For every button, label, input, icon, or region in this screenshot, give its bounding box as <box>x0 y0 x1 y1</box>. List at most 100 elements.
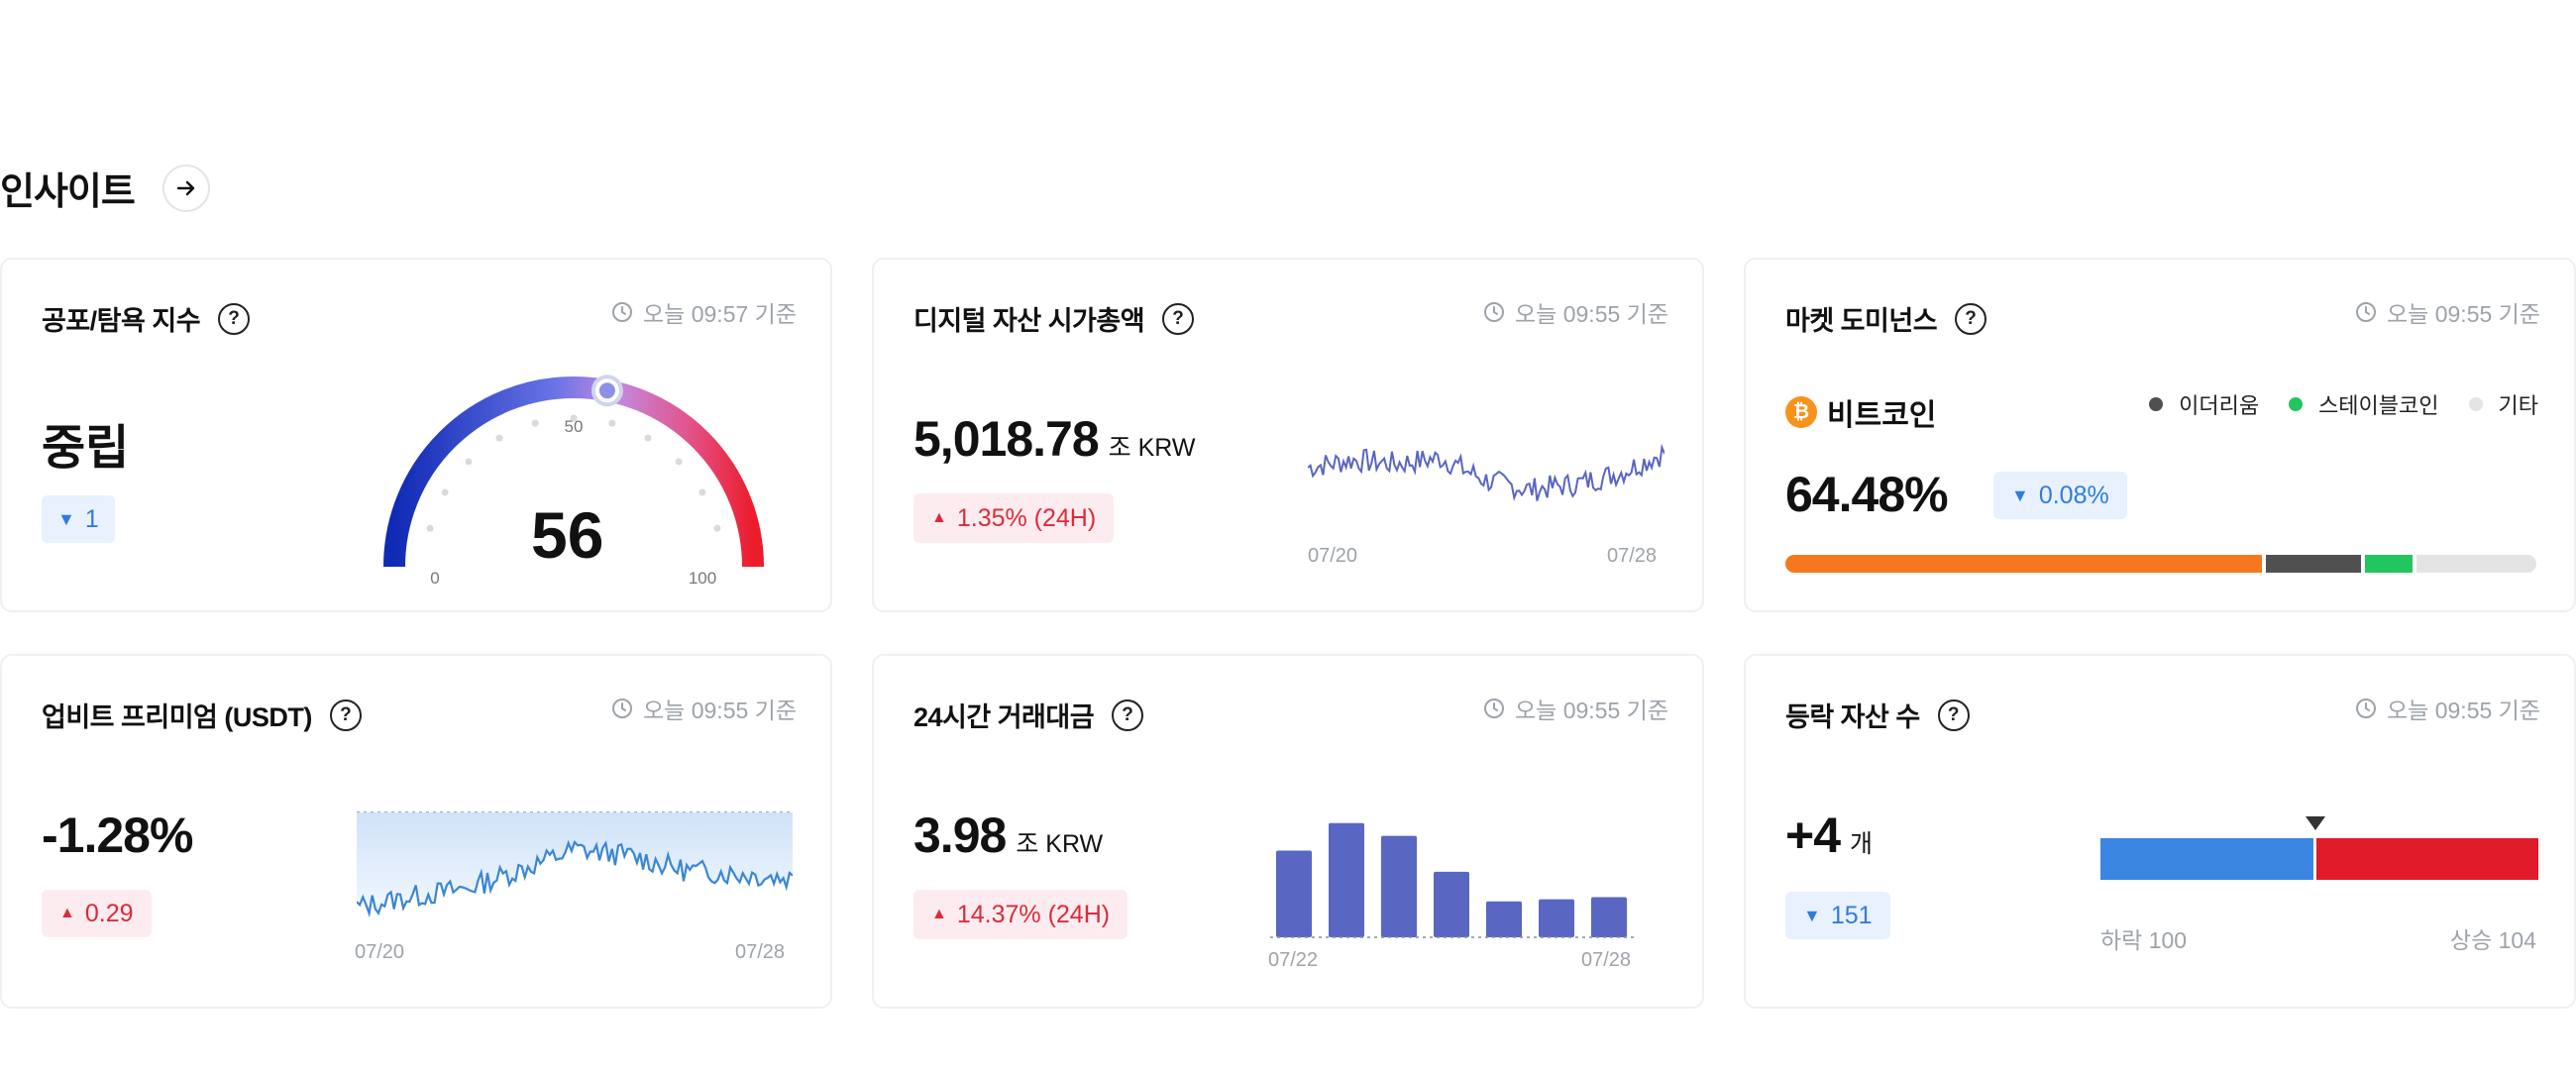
volume-card: 24시간 거래대금 ? 오늘 09:55 기준 3.98 조 KRW ▲ 14.… <box>872 654 1704 1009</box>
triangle-down-icon: ▼ <box>57 508 75 529</box>
volume-bar <box>1381 835 1417 937</box>
volume-bar <box>1434 871 1469 937</box>
gauge-tick-dot <box>495 434 503 442</box>
legend-dot-icon <box>2289 397 2304 411</box>
legend-dot-icon <box>2149 397 2164 411</box>
gauge-tick-dot <box>608 419 616 427</box>
dominance-segment-ethereum <box>2266 555 2362 573</box>
help-icon[interactable]: ? <box>1937 699 1970 731</box>
x-tick-start: 07/20 <box>355 941 405 963</box>
movers-up-segment <box>2316 838 2538 880</box>
updated-time: 오늘 09:55 기준 <box>2355 692 2540 725</box>
volume-bar <box>1591 897 1627 937</box>
card-title: 24시간 거래대금 <box>913 702 1095 732</box>
volume-bar <box>1539 899 1574 937</box>
help-icon[interactable]: ? <box>329 699 362 731</box>
updated-text: 오늘 09:57 기준 <box>643 301 797 327</box>
market-cap-chart <box>1308 443 1664 502</box>
x-tick-end: 07/28 <box>1607 545 1658 567</box>
gauge-label-max: 100 <box>689 569 716 588</box>
updated-text: 오늘 09:55 기준 <box>643 698 797 723</box>
market-cap-line <box>1308 443 1664 502</box>
legend-label: 스테이블코인 <box>2318 393 2439 418</box>
movers-unit: 개 <box>1850 830 1874 858</box>
premium-card: 업비트 프리미엄 (USDT) ? 오늘 09:55 기준 -1.28% ▲ 0… <box>0 654 832 1009</box>
legend-item: 이더리움 <box>2149 388 2259 420</box>
fear-greed-value: 56 <box>531 498 604 572</box>
triangle-up-icon: ▲ <box>931 509 947 526</box>
change-badge: ▲ 0.29 <box>42 890 152 937</box>
dominance-card: 마켓 도미넌스 ? 오늘 09:55 기준 ₿ 비트코인 이더리움 스테이블코인 기… <box>1744 258 2576 612</box>
gauge-label-min: 0 <box>430 569 439 588</box>
help-icon[interactable]: ? <box>1112 699 1144 731</box>
help-icon[interactable]: ? <box>1955 302 1987 335</box>
premium-value: -1.28% <box>42 807 193 863</box>
updated-time: 오늘 09:57 기준 <box>611 295 797 329</box>
clock-icon <box>2356 302 2377 322</box>
legend-label: 기타 <box>2498 393 2538 418</box>
change-value: 0.29 <box>84 899 134 927</box>
gauge-tick-dot <box>644 434 652 442</box>
volume-bar <box>1276 850 1312 937</box>
up-count-label: 상승 104 <box>2449 927 2536 953</box>
movers-card: 등락 자산 수 ? 오늘 09:55 기준 +4 개 ▼ 151 하락 100 … <box>1744 654 2576 1009</box>
premium-line <box>357 839 793 918</box>
section-more-button[interactable] <box>161 163 210 212</box>
updated-text: 오늘 09:55 기준 <box>1515 301 1668 327</box>
x-tick-end: 07/28 <box>1581 949 1632 971</box>
help-icon[interactable]: ? <box>1162 302 1195 335</box>
legend-item: 스테이블코인 <box>2289 388 2439 420</box>
dominance-value: 64.48% <box>1785 467 1949 522</box>
change-badge: ▼ 151 <box>1785 892 1890 939</box>
clock-icon <box>2356 699 2377 718</box>
gauge-ticks <box>426 414 721 532</box>
clock-icon <box>1484 699 1505 718</box>
fear-greed-status: 중립 <box>42 422 130 475</box>
gauge-tick-dot <box>426 524 434 532</box>
updated-text: 오늘 09:55 기준 <box>1515 698 1668 723</box>
change-value: 151 <box>1830 901 1873 929</box>
triangle-down-icon: ▼ <box>2011 484 2029 505</box>
change-value: 1 <box>84 504 99 533</box>
volume-bar <box>1329 822 1364 937</box>
gauge-tick-dot <box>698 488 706 496</box>
updated-text: 오늘 09:55 기준 <box>2387 301 2540 327</box>
dominance-segment-stablecoin <box>2365 555 2414 573</box>
card-title: 업비트 프리미엄 (USDT) <box>42 702 312 732</box>
dominance-bar <box>1785 555 2536 573</box>
volume-chart <box>1270 822 1637 938</box>
gauge-tick-dot <box>570 414 578 422</box>
clock-icon <box>612 699 633 718</box>
dominance-legend: 이더리움 스테이블코인 기타 <box>2149 388 2538 420</box>
midpoint-marker-icon <box>2305 816 2325 830</box>
x-tick-end: 07/28 <box>735 941 786 963</box>
gauge-tick-dot <box>675 458 683 466</box>
card-title: 등락 자산 수 <box>1785 702 1920 732</box>
change-value: 1.35% (24H) <box>956 503 1097 532</box>
fear-greed-card: 공포/탐욕 지수 ? 오늘 09:57 기준 중립 ▼ 1 0 50 100 5… <box>0 258 832 612</box>
updated-text: 오늘 09:55 기준 <box>2387 698 2540 723</box>
gauge-indicator-dot <box>598 382 615 399</box>
volume-unit: 조 KRW <box>1016 830 1104 858</box>
change-badge: ▲ 1.35% (24H) <box>913 493 1115 543</box>
dominance-segment-other <box>2416 555 2536 573</box>
bitcoin-icon: ₿ <box>1785 396 1817 428</box>
card-title: 공포/탐욕 지수 <box>42 306 201 336</box>
updated-time: 오늘 09:55 기준 <box>1483 692 1668 725</box>
section-title: 인사이트 <box>0 171 136 213</box>
market-cap-unit: 조 KRW <box>1108 434 1196 462</box>
premium-area <box>357 812 793 914</box>
clock-icon <box>612 302 633 322</box>
card-title: 디지털 자산 시가총액 <box>913 306 1145 336</box>
down-count-label: 하락 100 <box>2100 927 2188 953</box>
card-title: 마켓 도미넌스 <box>1785 306 1938 336</box>
updated-time: 오늘 09:55 기준 <box>2355 295 2540 329</box>
help-icon[interactable]: ? <box>218 302 251 335</box>
change-badge: ▼ 0.08% <box>1993 472 2127 519</box>
gauge-tick-dot <box>441 488 449 496</box>
change-badge: ▲ 14.37% (24H) <box>913 890 1128 939</box>
coin-name: 비트코인 <box>1827 399 1937 432</box>
market-cap-card: 디지털 자산 시가총액 ? 오늘 09:55 기준 5,018.78 조 KRW… <box>872 258 1704 612</box>
section-header: 인사이트 <box>0 161 210 215</box>
premium-chart <box>357 811 793 918</box>
